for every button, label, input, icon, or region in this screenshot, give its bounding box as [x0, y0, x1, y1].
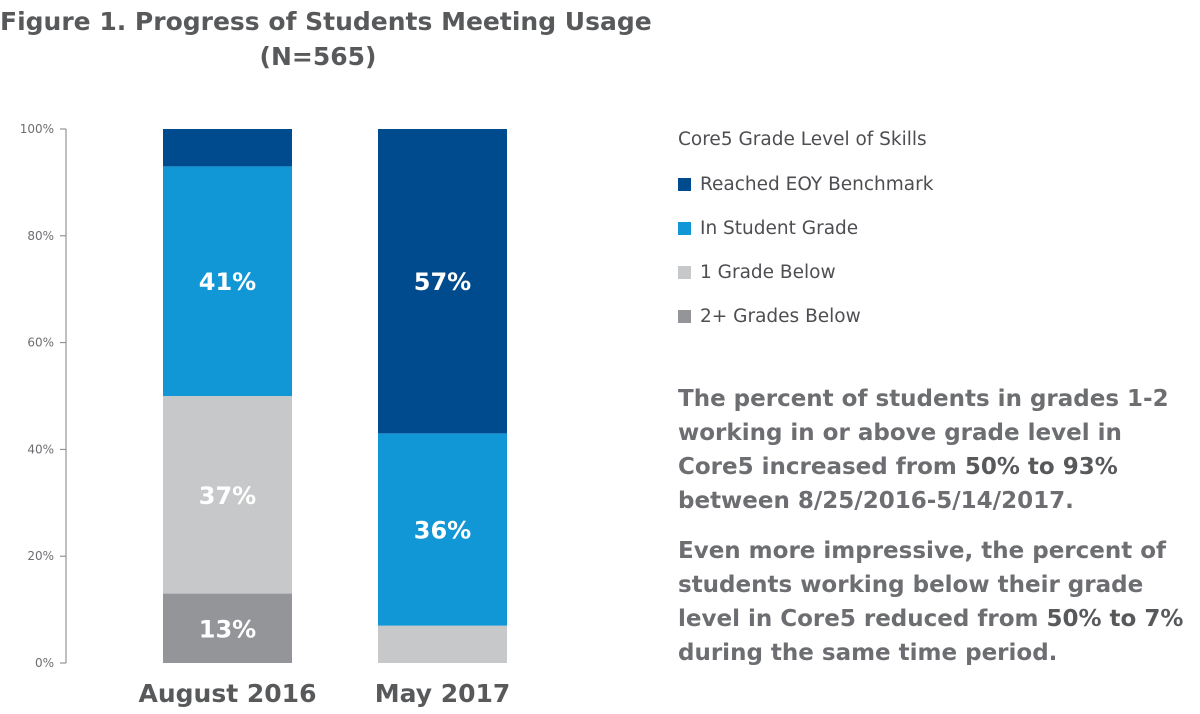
note-text: The percent of students in grades 1-2 wo…	[678, 386, 1169, 480]
legend: Core5 Grade Level of Skills Reached EOY …	[678, 126, 933, 346]
legend-label: 1 Grade Below	[700, 261, 836, 283]
y-tick-label: 80%	[27, 229, 54, 243]
data-label: 37%	[199, 482, 256, 510]
bar-segment	[163, 593, 292, 663]
legend-swatch	[678, 309, 691, 323]
legend-label: 2+ Grades Below	[700, 305, 861, 327]
stacked-bar-chart: 0% 20% 40% 60% 80% 100% 13% 37% 41% August 2016 36…	[20, 122, 511, 708]
note-highlight: 50% to 7%	[1046, 606, 1184, 632]
note-text: Even more impressive, the percent of stu…	[678, 538, 1167, 632]
data-label: 57%	[414, 268, 471, 296]
y-tick-label: 100%	[20, 122, 54, 136]
note-highlight: 50% to 93%	[964, 454, 1118, 480]
chart-title-line-1: Figure 1. Progress of Students Meeting U…	[0, 7, 652, 36]
y-tick-label: 0%	[35, 656, 54, 670]
legend-title: Core5 Grade Level of Skills	[678, 129, 927, 150]
bar-segment	[378, 625, 507, 663]
bar-segment	[163, 396, 292, 594]
data-label: 13%	[199, 615, 256, 643]
legend-swatch	[678, 265, 691, 279]
note-text: between 8/25/2016-5/14/2017.	[678, 488, 1074, 514]
bar-segment	[378, 433, 507, 626]
data-label: 36%	[414, 517, 471, 545]
x-category-label: August 2016	[139, 679, 317, 708]
y-tick-label: 60%	[27, 336, 54, 350]
legend-item-in-student-grade: In Student Grade	[678, 214, 933, 242]
bar-segment	[378, 129, 507, 434]
summary-paragraph-1: The percent of students in grades 1-2 wo…	[678, 382, 1188, 518]
chart-title: Figure 1. Progress of Students Meeting U…	[0, 4, 652, 74]
note-text: during the same time period.	[678, 640, 1058, 666]
data-label: 41%	[199, 268, 256, 296]
chart-title-line-2: (N=565)	[259, 42, 377, 71]
summary-paragraph-2: Even more impressive, the percent of stu…	[678, 534, 1188, 670]
legend-label: In Student Grade	[700, 217, 859, 239]
bar-segment	[163, 129, 292, 167]
bar-segment	[163, 166, 292, 396]
summary-notes: The percent of students in grades 1-2 wo…	[678, 382, 1188, 686]
legend-swatch	[678, 221, 691, 235]
legend-item-2-plus-grades-below: 2+ Grades Below	[678, 302, 933, 330]
legend-item-reached-eoy-benchmark: Reached EOY Benchmark	[678, 170, 933, 198]
legend-item-1-grade-below: 1 Grade Below	[678, 258, 933, 286]
y-tick-label: 20%	[27, 549, 54, 563]
legend-swatch	[678, 177, 691, 191]
legend-label: Reached EOY Benchmark	[700, 173, 934, 195]
y-tick-label: 40%	[27, 442, 54, 456]
x-category-label: May 2017	[375, 679, 511, 708]
